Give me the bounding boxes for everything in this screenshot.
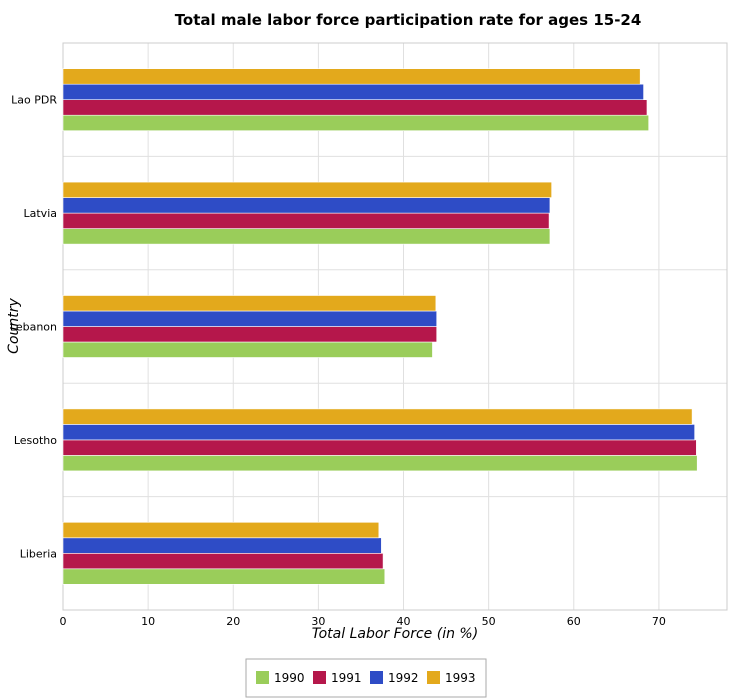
legend-swatch-1993 — [427, 671, 440, 684]
legend-label-1993: 1993 — [445, 671, 476, 685]
bar-lebanon-1991 — [62, 326, 438, 343]
bars — [62, 68, 698, 585]
y-tick-label: Lebanon — [10, 321, 57, 334]
legend-label-1991: 1991 — [331, 671, 362, 685]
legend-swatch-1991 — [313, 671, 326, 684]
bar-lao-pdr-1990 — [62, 114, 649, 131]
x-axis-label: Total Labor Force (in %) — [312, 626, 478, 642]
bar-lao-pdr-1991 — [62, 99, 648, 116]
bar-lesotho-1990 — [62, 455, 698, 472]
x-tick-label: 50 — [482, 615, 496, 628]
x-tick-label: 40 — [397, 615, 411, 628]
bar-liberia-1992 — [62, 537, 382, 554]
bar-lesotho-1991 — [62, 439, 697, 456]
x-tick-label: 20 — [226, 615, 240, 628]
bar-lao-pdr-1992 — [62, 83, 644, 100]
bar-liberia-1991 — [62, 552, 384, 570]
x-tick-label: 0 — [60, 615, 67, 628]
bar-latvia-1993 — [62, 181, 552, 198]
bar-latvia-1991 — [62, 212, 550, 229]
x-tick-label: 30 — [311, 615, 325, 628]
x-tick-label: 10 — [141, 615, 155, 628]
legend-label-1990: 1990 — [274, 671, 305, 685]
bar-liberia-1990 — [62, 568, 386, 585]
bar-liberia-1993 — [62, 521, 380, 539]
bar-latvia-1990 — [62, 228, 551, 245]
legend: 1990 1991 1992 1993 — [245, 658, 487, 698]
x-tick-label: 70 — [652, 615, 666, 628]
legend-label-1992: 1992 — [388, 671, 419, 685]
legend-frame — [245, 658, 487, 698]
bar-lebanon-1992 — [62, 310, 438, 327]
chart-title: Total male labor force participation rat… — [175, 11, 642, 29]
bar-latvia-1992 — [62, 197, 551, 214]
y-tick-label: Liberia — [20, 547, 57, 560]
bar-lebanon-1990 — [62, 341, 433, 358]
y-tick-label: Latvia — [24, 207, 58, 220]
bar-lao-pdr-1993 — [62, 68, 641, 85]
legend-swatch-1990 — [256, 671, 269, 684]
bar-lesotho-1993 — [62, 408, 693, 425]
x-tick-label: 60 — [567, 615, 581, 628]
y-tick-label: Lao PDR — [11, 94, 57, 107]
x-tick-labels: 0 10 20 30 40 50 60 70 — [60, 615, 666, 628]
y-tick-label: Lesotho — [14, 434, 57, 447]
legend-swatch-1992 — [370, 671, 383, 684]
bar-lebanon-1993 — [62, 295, 437, 312]
y-axis-label: Country — [6, 297, 22, 353]
y-tick-labels: Lao PDR Latvia Lebanon Lesotho Liberia — [10, 94, 57, 561]
bar-lesotho-1992 — [62, 424, 695, 441]
